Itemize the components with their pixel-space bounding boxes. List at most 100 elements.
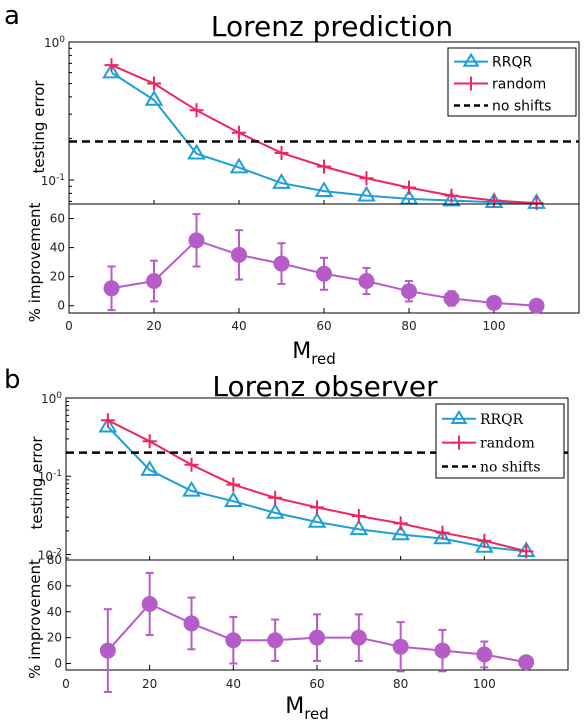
data-point-triangle [102,62,121,79]
x-tick-label: 60 [309,677,324,691]
x-tick-label: 0 [65,319,73,333]
legend: RRQR random no shifts [447,47,577,117]
y-tick-label: 10-1 [41,173,65,188]
improvement-point [443,290,460,307]
legend-label: no shifts [492,98,551,114]
series-random [104,58,544,211]
data-point-plus [232,125,246,140]
data-point-plus [351,509,366,524]
x-tick-label: 20 [146,319,161,333]
x-tick-label: 100 [473,677,496,691]
data-point-plus [268,490,283,505]
y-tick-label: 20 [47,631,62,645]
legend: RRQR random no shifts [435,403,565,479]
data-point-plus [184,457,199,472]
improvement-point [358,273,375,290]
data-point-plus [147,76,161,91]
x-tick-label: 40 [231,319,246,333]
y-tick-label: 100 [44,35,65,50]
data-point-plus [359,171,374,186]
x-tick-label: 80 [393,677,408,691]
series-line [110,71,537,205]
data-point-plus [189,103,204,118]
data-point-plus [310,500,324,515]
data-point-triangle [272,173,291,189]
improvement-point [401,283,417,300]
data-point-triangle [391,524,411,541]
legend-swatch-plus [452,435,466,450]
y-axis-label-bottom: % improvement [26,203,44,323]
series-RRQR [98,416,536,558]
data-point-plus [104,58,119,73]
x-axis-label: Mred [292,339,336,368]
improvement-point [99,642,116,659]
improvement-series [103,213,545,314]
bottom-y-ticks: 0 20 40 60 80 [47,553,71,671]
legend-swatch-triangle [462,52,480,67]
y-tick-label: 0 [57,299,65,313]
legend-label: random [492,77,546,93]
data-point-plus [402,180,416,195]
improvement-point [141,596,158,612]
data-point-triangle [223,491,243,507]
x-tick-label: 60 [316,319,331,333]
y-tick-label: 20 [50,270,65,284]
y-axis-label-top: testing error [30,80,48,174]
y-tick-label: 0 [54,657,62,671]
legend-swatch-plus [464,76,478,91]
bottom-x-ticks: 0 20 40 60 80 100 [65,308,505,333]
data-point-triangle [357,185,376,202]
data-point-plus [487,193,501,208]
data-point-triangle [433,528,452,545]
data-point-triangle [265,502,285,519]
legend-label: RRQR [480,412,524,428]
data-point-triangle [182,480,201,497]
improvement-point [273,255,290,272]
series-line [107,425,527,553]
x-tick-label: 0 [62,677,70,691]
improvement-point [146,273,162,290]
improvement-point [267,632,284,649]
improvement-point [528,297,545,314]
panel-letter: b [4,365,21,395]
data-point-plus [100,413,115,428]
x-tick-label: 40 [226,677,241,691]
top-y-ticks: 100 10-1 [41,35,74,202]
improvement-point [183,615,200,632]
improvement-point [476,646,493,663]
data-point-plus [477,533,492,548]
improvement-point [434,642,451,659]
improvement-point [392,638,409,655]
improvement-point [350,629,367,646]
data-point-plus [142,434,157,449]
data-point-plus [274,145,289,160]
y-tick-label: 40 [50,241,65,255]
improvement-point [316,265,332,282]
improvement-series [99,571,535,693]
y-axis-label-top: testing error [28,436,46,530]
top-y-ticks: 100 10-1 10-2 [38,391,71,562]
improvement-point [309,629,325,646]
data-point-plus [435,525,450,540]
data-point-plus [444,188,459,203]
improvement-point [188,232,205,249]
legend-label: RRQR [492,55,532,71]
data-point-plus [529,196,544,211]
data-point-plus [393,516,408,531]
data-point-triangle [140,460,160,476]
data-point-triangle [349,519,369,536]
y-tick-label: 10-1 [38,469,62,484]
improvement-point [231,246,247,263]
y-tick-label: 60 [47,579,62,593]
legend-swatch-triangle [450,409,468,424]
data-point-triangle [98,416,118,433]
data-point-plus [519,544,534,559]
y-tick-label: 40 [47,605,62,619]
panel-letter: a [4,1,20,31]
data-point-plus [317,159,331,174]
legend-label: no shifts [480,460,541,476]
data-point-triangle [187,143,206,160]
y-tick-label: 10-2 [38,547,62,562]
